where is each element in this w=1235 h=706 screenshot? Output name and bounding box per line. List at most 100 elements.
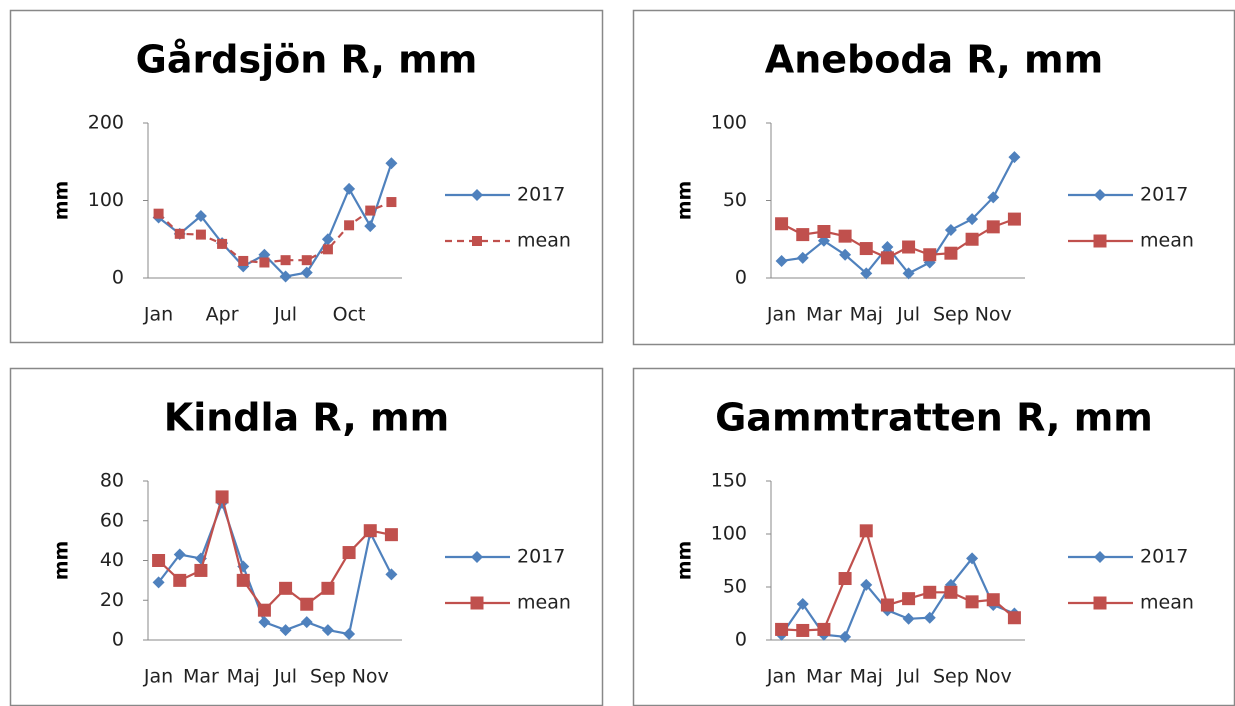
point-marker xyxy=(923,248,937,262)
chart-panel: Aneboda R, mm mm 0 50 100 Jan Mar Maj Jul Sep Nov 2… xyxy=(632,9,1235,346)
point-marker xyxy=(817,622,831,636)
point-marker xyxy=(236,573,250,587)
legend-label: mean xyxy=(1140,592,1194,614)
point-marker xyxy=(194,552,207,565)
point-marker xyxy=(880,251,894,265)
legend-label: mean xyxy=(1140,230,1194,252)
point-marker xyxy=(966,213,979,226)
point-marker xyxy=(796,251,809,264)
point-marker xyxy=(363,524,377,538)
point-marker xyxy=(321,624,334,637)
point-marker xyxy=(1007,611,1021,625)
point-marker xyxy=(880,598,894,612)
point-marker xyxy=(775,622,789,636)
x-tick-label: Jul xyxy=(896,304,920,326)
point-marker xyxy=(280,255,291,266)
point-marker xyxy=(796,623,810,637)
x-tick-label: Jul xyxy=(273,666,297,688)
x-tick-label: Nov xyxy=(975,666,1012,688)
point-marker xyxy=(173,573,187,587)
point-marker xyxy=(153,208,164,219)
series-line xyxy=(157,162,393,278)
point-marker xyxy=(279,624,292,637)
point-marker xyxy=(344,220,355,231)
x-tick-label: Jan xyxy=(766,666,796,688)
y-tick-label: 0 xyxy=(112,267,124,289)
panel-border xyxy=(9,9,604,344)
y-axis-label: mm xyxy=(674,541,696,581)
point-marker xyxy=(838,572,852,586)
y-tick-label: 50 xyxy=(723,576,747,598)
point-marker xyxy=(860,267,873,280)
y-tick-label: 50 xyxy=(723,189,747,211)
point-marker xyxy=(923,611,936,624)
point-marker xyxy=(322,244,333,255)
point-marker xyxy=(796,228,810,242)
point-marker xyxy=(321,233,334,246)
point-marker xyxy=(966,552,979,565)
point-marker xyxy=(965,595,979,609)
legend-marker xyxy=(470,596,484,610)
x-tick-label: Nov xyxy=(975,304,1012,326)
y-tick-label: 150 xyxy=(711,470,747,492)
legend-marker xyxy=(471,189,483,201)
y-tick-label: 60 xyxy=(100,509,124,531)
y-axis-label: mm xyxy=(51,181,73,221)
point-marker xyxy=(194,563,208,577)
point-marker xyxy=(839,630,852,643)
x-tick-label: Maj xyxy=(850,304,883,326)
x-tick-label: Maj xyxy=(227,666,260,688)
x-tick-label: Jul xyxy=(896,666,920,688)
point-marker xyxy=(238,255,249,266)
x-tick-label: Jan xyxy=(143,666,173,688)
point-marker xyxy=(860,578,873,591)
y-tick-label: 100 xyxy=(711,112,747,134)
point-marker xyxy=(965,232,979,246)
point-marker xyxy=(321,581,335,595)
legend-label: 2017 xyxy=(1140,546,1188,568)
y-tick-label: 100 xyxy=(711,523,747,545)
point-marker xyxy=(257,603,271,617)
y-tick-label: 100 xyxy=(88,189,124,211)
x-tick-label: Apr xyxy=(206,304,239,326)
chart-panel: Gårdsjön R, mm mm 0 100 200 Jan Apr Jul Oct 2017 m… xyxy=(9,9,604,344)
point-marker xyxy=(923,585,937,599)
legend-label: mean xyxy=(517,592,571,614)
chart-title: Aneboda R, mm xyxy=(765,38,1103,82)
legend-label: 2017 xyxy=(1140,184,1188,206)
point-marker xyxy=(944,246,958,260)
x-tick-label: Oct xyxy=(333,304,366,326)
x-tick-label: Maj xyxy=(850,666,883,688)
point-marker xyxy=(775,217,789,231)
point-marker xyxy=(215,490,229,504)
point-marker xyxy=(1008,151,1021,164)
point-marker xyxy=(859,524,873,538)
x-tick-label: Jan xyxy=(766,304,796,326)
point-marker xyxy=(173,548,186,561)
point-marker xyxy=(902,592,916,606)
x-tick-label: Sep xyxy=(310,666,346,688)
series-line xyxy=(157,201,392,264)
legend-marker xyxy=(472,236,482,246)
point-marker xyxy=(258,616,271,629)
point-marker xyxy=(300,266,313,279)
y-tick-label: 0 xyxy=(735,267,747,289)
y-tick-label: 0 xyxy=(735,629,747,651)
y-axis-label: mm xyxy=(674,181,696,221)
point-marker xyxy=(944,585,958,599)
point-marker xyxy=(838,229,852,243)
point-marker xyxy=(217,238,228,249)
panel-border xyxy=(632,9,1235,346)
point-marker xyxy=(174,228,185,239)
point-marker xyxy=(279,581,293,595)
x-tick-label: Mar xyxy=(806,666,842,688)
legend-label: 2017 xyxy=(517,546,565,568)
legend-marker xyxy=(1094,551,1106,563)
point-marker xyxy=(365,205,376,216)
legend-label: mean xyxy=(517,230,571,252)
point-marker xyxy=(839,248,852,261)
point-marker xyxy=(384,528,398,542)
point-marker xyxy=(343,182,356,195)
point-marker xyxy=(259,257,270,268)
